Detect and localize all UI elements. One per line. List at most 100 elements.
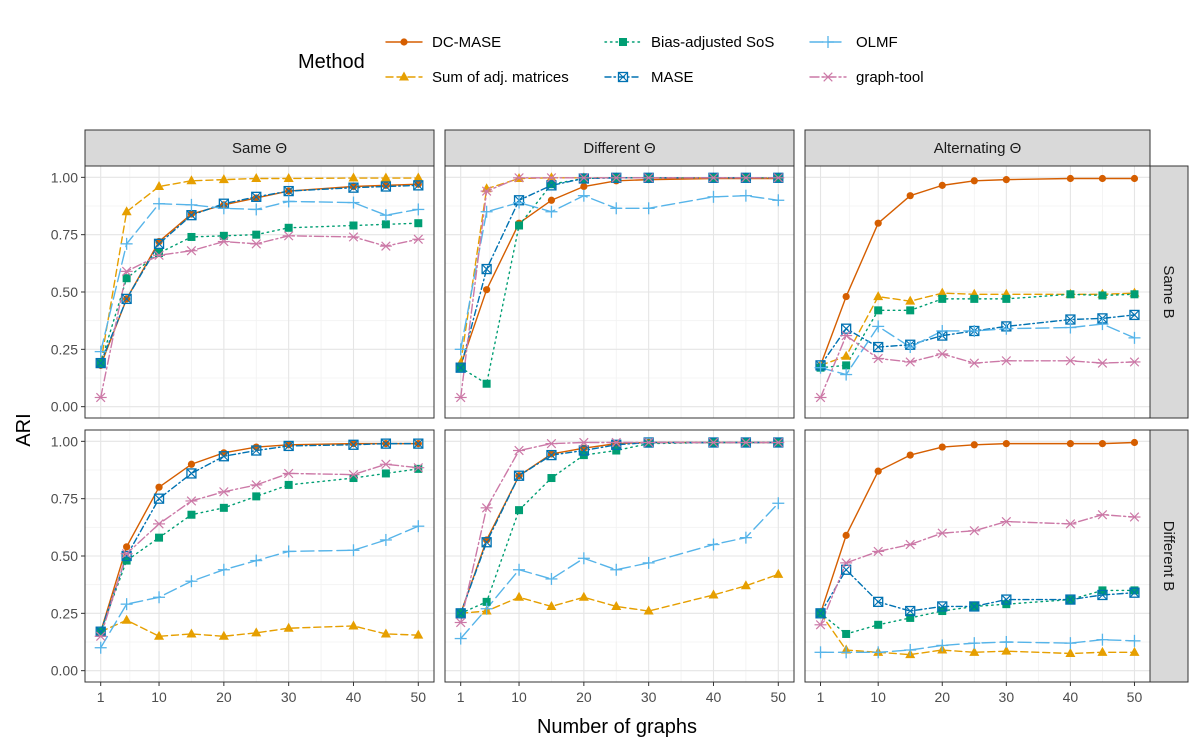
data-point [1130,586,1139,595]
legend-title: Method [298,51,365,73]
y-axis-title: ARI [13,413,35,446]
data-point [612,440,620,448]
data-point [282,468,295,479]
series-points-olmf [454,189,785,356]
data-point [938,443,946,451]
x-axis: 1 10 20 30 40 50 [817,682,1142,705]
data-point [120,237,133,250]
data-point [414,219,423,228]
x-tick-label: 40 [1063,689,1079,705]
data-point [250,239,263,249]
series-points-mase [815,564,1140,619]
data-point [840,330,853,341]
data-point [348,182,359,193]
data-point [546,600,557,610]
legend-item-graph-tool: graph-tool [809,69,924,86]
data-point [611,600,622,610]
data-point [872,320,885,333]
data-point [1096,633,1109,646]
legend-marker-circle [400,38,408,46]
data-point [94,631,107,641]
series-line-mase [99,442,419,633]
data-point [968,358,981,368]
data-point [874,620,883,629]
data-point [1130,438,1139,447]
y-tick-label: 0.00 [51,663,78,679]
data-point [546,172,557,182]
strip-label: Same B [1160,265,1177,318]
panel-border [444,429,795,683]
data-point [283,622,294,632]
data-point [381,220,390,229]
data-point [545,205,558,218]
series-points-olmf [814,633,1141,659]
x-tick-label: 20 [576,689,592,705]
data-point [251,172,262,182]
data-point [612,446,621,455]
y-axis: 0.00 0.25 0.50 0.75 1.00 [51,169,85,415]
data-point [814,646,827,659]
y-tick-label: 0.25 [51,605,78,621]
data-point [904,539,917,550]
data-point [815,608,826,619]
data-point [217,563,230,576]
series-line-sum-of-adj-matrices [819,612,1136,656]
data-point [185,198,198,211]
data-point [187,510,196,519]
series-points-graph-tool [454,437,785,628]
data-point [515,506,524,515]
data-point [1128,331,1141,344]
data-point [1065,647,1076,657]
data-point [1130,290,1139,299]
data-point [218,451,230,462]
data-point [872,546,885,557]
y-axis: 0.00 0.25 0.50 0.75 1.00 [51,433,85,679]
data-point [772,173,785,183]
panel-border [804,429,1151,683]
data-point [482,379,491,388]
data-point [874,306,883,315]
strip-label: Alternating Θ [934,140,1022,157]
y-tick-label: 0.25 [51,341,78,357]
data-point [153,197,166,210]
series-line-mase [819,314,1136,367]
data-point [577,173,590,183]
series-line-graph-tool [99,235,419,399]
strip-background [1149,429,1189,683]
data-point [219,503,228,512]
data-point [545,173,558,183]
series-points-graph-tool [814,330,1141,403]
facet-strip-alternating: Alternating Θ [804,129,1151,167]
data-point [155,533,164,542]
data-point [251,445,262,456]
data-point [153,591,166,604]
data-point [412,203,425,216]
data-point [545,438,558,449]
data-point [938,294,947,303]
data-point [347,544,360,557]
y-tick-label: 0.50 [51,548,78,564]
data-point [282,231,295,241]
series-points-olmf [94,520,425,654]
data-point [481,537,492,548]
data-point [1128,634,1141,647]
series-line-graph-tool [819,334,1136,399]
series-line-dc-mase [819,441,1136,615]
data-point [578,445,590,456]
data-point [379,533,392,546]
y-tick-label: 1.00 [51,169,78,185]
x-tick-label: 1 [817,689,825,705]
strip-background [1149,165,1189,419]
data-point [1128,357,1141,367]
data-point [379,241,392,251]
data-point [349,221,358,230]
data-point [968,637,981,650]
data-point [1097,646,1108,656]
data-point [121,206,132,216]
data-point [610,437,623,448]
data-point [545,572,558,585]
legend-marker-boxx [617,71,629,83]
data-point [1002,440,1010,448]
panel-r0-c2 [804,165,1151,419]
data-point [1098,174,1107,183]
